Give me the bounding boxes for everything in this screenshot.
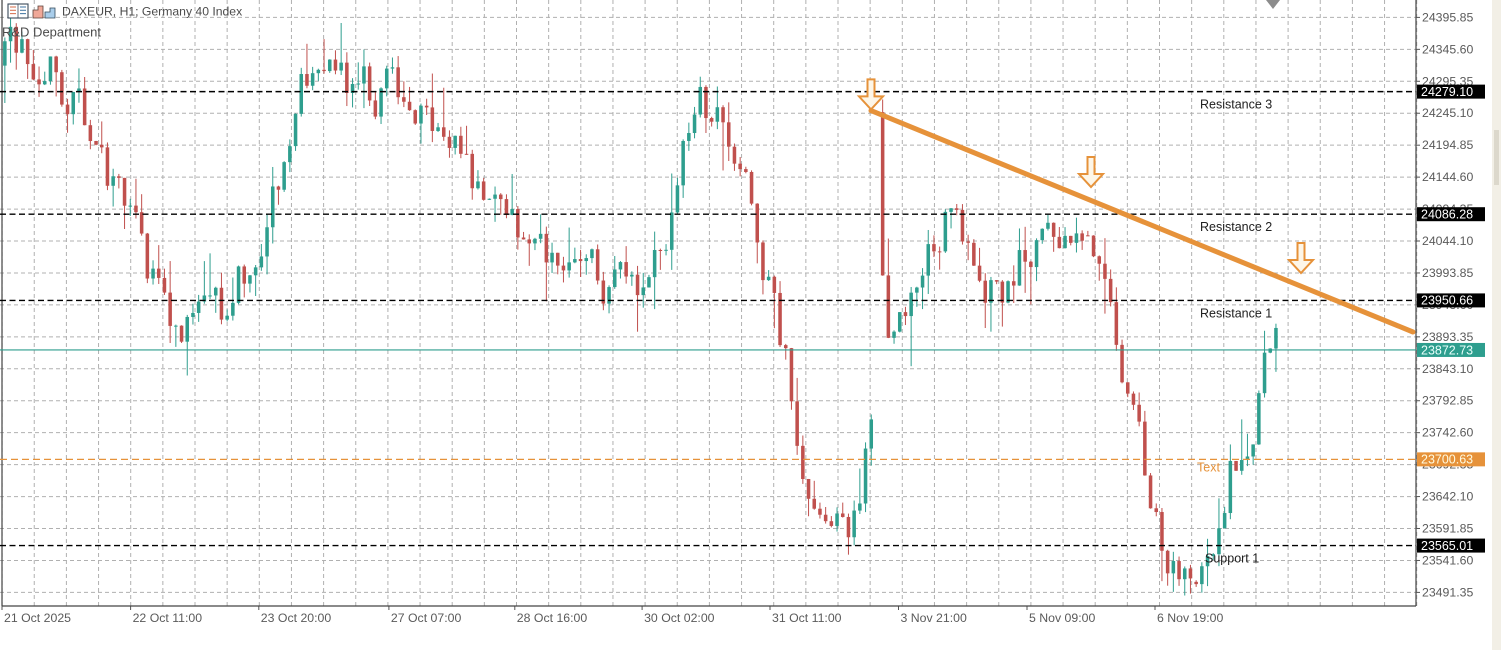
svg-text:22 Oct 11:00: 22 Oct 11:00 [133,611,203,625]
svg-text:Resistance 3: Resistance 3 [1200,98,1272,112]
svg-text:23893.35: 23893.35 [1422,330,1473,344]
svg-text:21 Oct 2025: 21 Oct 2025 [4,611,71,625]
svg-text:23742.60: 23742.60 [1422,426,1473,440]
svg-text:24395.85: 24395.85 [1422,10,1473,24]
svg-text:23642.10: 23642.10 [1422,490,1473,504]
svg-text:DAXEUR, H1; Germany 40 Index: DAXEUR, H1; Germany 40 Index [62,5,242,19]
svg-text:23993.85: 23993.85 [1422,266,1473,280]
svg-text:24144.60: 24144.60 [1422,170,1473,184]
svg-text:24345.60: 24345.60 [1422,42,1473,56]
svg-text:24044.10: 24044.10 [1422,234,1473,248]
svg-text:5 Nov 09:00: 5 Nov 09:00 [1029,611,1095,625]
svg-text:23565.01: 23565.01 [1421,539,1473,553]
svg-text:27 Oct 07:00: 27 Oct 07:00 [391,611,462,625]
svg-text:23 Oct 20:00: 23 Oct 20:00 [261,611,332,625]
svg-text:23591.85: 23591.85 [1422,522,1473,536]
svg-text:28 Oct 16:00: 28 Oct 16:00 [517,611,588,625]
svg-text:23950.66: 23950.66 [1421,294,1473,308]
svg-text:24279.10: 24279.10 [1421,85,1473,99]
svg-text:23792.85: 23792.85 [1422,394,1473,408]
svg-text:23491.35: 23491.35 [1422,585,1473,599]
svg-text:23700.63: 23700.63 [1421,453,1473,467]
svg-text:30 Oct 02:00: 30 Oct 02:00 [644,611,715,625]
svg-text:Resistance 1: Resistance 1 [1200,306,1272,320]
svg-text:23872.73: 23872.73 [1421,343,1473,357]
svg-text:Text: Text [1197,460,1220,474]
svg-text:6 Nov 19:00: 6 Nov 19:00 [1157,611,1223,625]
svg-text:23541.60: 23541.60 [1422,553,1473,567]
svg-text:3 Nov 21:00: 3 Nov 21:00 [901,611,967,625]
svg-text:24245.10: 24245.10 [1422,106,1473,120]
svg-text:Resistance 2: Resistance 2 [1200,220,1272,234]
svg-text:Support 1: Support 1 [1205,552,1259,566]
svg-text:31 Oct 11:00: 31 Oct 11:00 [772,611,842,625]
svg-text:R&D Department: R&D Department [2,25,101,40]
svg-text:24086.28: 24086.28 [1421,207,1473,221]
svg-text:24194.85: 24194.85 [1422,138,1473,152]
svg-text:23843.10: 23843.10 [1422,362,1473,376]
